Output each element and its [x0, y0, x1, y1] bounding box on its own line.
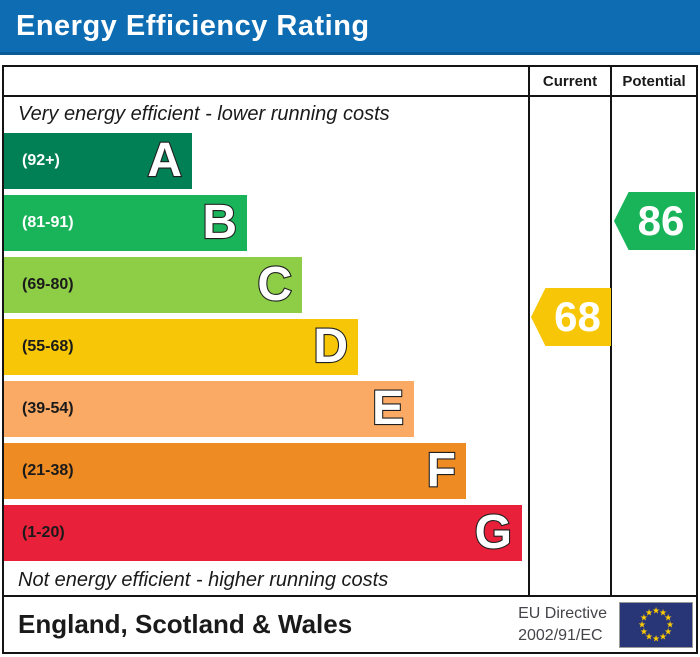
eu-directive-line1: EU Directive — [518, 604, 607, 622]
eu-directive-label: EU Directive 2002/91/EC — [518, 603, 607, 646]
page-title: Energy Efficiency Rating — [16, 9, 370, 42]
band-letter: A — [146, 134, 183, 187]
band-letter: E — [371, 382, 405, 435]
footer-bar: England, Scotland & Wales EU Directive 2… — [2, 597, 698, 654]
band-range-label: (39-54) — [22, 400, 74, 417]
band-range-label: (69-80) — [22, 276, 74, 293]
band-range-label: (1-20) — [22, 524, 65, 541]
band-range-label: (21-38) — [22, 462, 74, 479]
band-letter: D — [312, 320, 349, 373]
band-range-label: (92+) — [22, 152, 60, 169]
current-arrow: 68 — [531, 288, 611, 346]
band-range-label: (55-68) — [22, 338, 74, 355]
current-column: 68 — [530, 97, 612, 595]
band-range-label: (81-91) — [22, 214, 74, 231]
eu-star-icon: ★ — [639, 626, 648, 636]
eu-star-icon: ★ — [644, 631, 654, 642]
note-not-efficient: Not energy efficient - higher running co… — [18, 569, 389, 591]
band-letter: F — [426, 444, 458, 497]
band-F: (21-38) F — [4, 443, 466, 499]
chart-bands: Very energy efficient - lower running co… — [4, 97, 530, 595]
potential-arrow: 86 — [614, 192, 695, 250]
eu-star-icon: ★ — [644, 606, 654, 617]
eu-star-icon: ★ — [658, 631, 668, 642]
region-label: England, Scotland & Wales — [18, 609, 353, 639]
band-B: (81-91) B — [4, 195, 247, 251]
eu-star-icon: ★ — [664, 626, 673, 636]
band-E: (39-54) E — [4, 381, 414, 437]
band-A: (92+) A — [4, 133, 192, 189]
eu-star-icon: ★ — [665, 619, 675, 629]
epc-rating-table: Current Potential Very energy efficient … — [2, 65, 698, 597]
band-D: (55-68) D — [4, 319, 358, 375]
band-letter: B — [201, 196, 238, 249]
band-G: (1-20) G — [4, 505, 522, 561]
header-spacer-cell — [4, 67, 530, 95]
eu-star-icon: ★ — [651, 633, 661, 643]
table-body-row: Very energy efficient - lower running co… — [4, 97, 696, 595]
eu-star-icon: ★ — [651, 605, 661, 615]
header-potential: Potential — [622, 72, 686, 90]
eu-star-icon: ★ — [639, 612, 648, 622]
note-very-efficient: Very energy efficient - lower running co… — [18, 103, 390, 125]
band-letter: C — [256, 258, 293, 311]
eu-star-icon: ★ — [637, 619, 647, 629]
potential-column: 86 — [612, 97, 696, 595]
eu-directive-line2: 2002/91/EC — [518, 626, 603, 644]
header-current: Current — [530, 67, 612, 95]
eu-flag: ★ ★ ★ ★ ★ ★ ★ ★ ★ ★ ★ ★ — [619, 601, 693, 648]
band-letter: G — [474, 506, 514, 559]
title-bar: Energy Efficiency Rating — [0, 0, 700, 55]
band-C: (69-80) C — [4, 257, 302, 313]
eu-star-icon: ★ — [664, 612, 673, 622]
eu-star-icon: ★ — [658, 606, 668, 617]
table-header-row: Current Potential — [4, 67, 696, 97]
